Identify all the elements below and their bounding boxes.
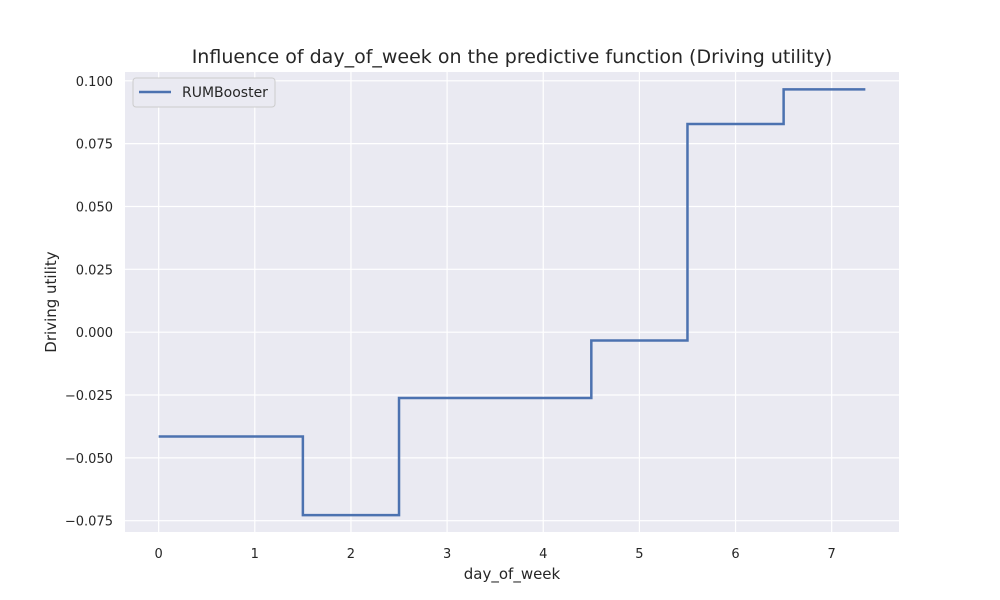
legend-label: RUMBooster (182, 85, 268, 101)
y-axis-label: Driving utility (42, 251, 60, 352)
x-axis-label: day_of_week (464, 565, 561, 584)
series-line-rumbooster (158, 88, 866, 517)
grid-y (125, 80, 899, 522)
plot-background (125, 72, 899, 532)
x-tick-label: 3 (443, 547, 451, 562)
chart-title: Influence of day_of_week on the predicti… (192, 46, 833, 68)
y-tick-label: 0.100 (76, 75, 113, 90)
y-tick-label: −0.075 (65, 515, 113, 530)
x-tick-label: 6 (731, 547, 739, 562)
y-tick-label: 0.000 (76, 326, 113, 341)
grid-x (158, 72, 833, 532)
x-tick-label: 7 (828, 547, 836, 562)
y-tick-label: 0.075 (76, 138, 113, 153)
series-layer (158, 88, 866, 517)
x-tick-label: 1 (251, 547, 259, 562)
y-tick-label: −0.025 (65, 389, 113, 404)
y-tick-label: 0.025 (76, 263, 113, 278)
x-tick-label: 5 (635, 547, 643, 562)
x-tick-label: 4 (539, 547, 547, 562)
y-tick-label: 0.050 (76, 200, 113, 215)
legend-box (132, 77, 276, 108)
x-tick-labels: 0 1 2 3 4 5 6 7 (155, 547, 836, 562)
x-tick-label: 0 (155, 547, 163, 562)
y-tick-labels: −0.075 −0.050 −0.025 0.000 0.025 0.050 0.075 0.… (65, 75, 113, 530)
x-tick-label: 2 (347, 547, 355, 562)
y-tick-label: −0.050 (65, 452, 113, 467)
legend: RUMBooster (132, 77, 276, 108)
